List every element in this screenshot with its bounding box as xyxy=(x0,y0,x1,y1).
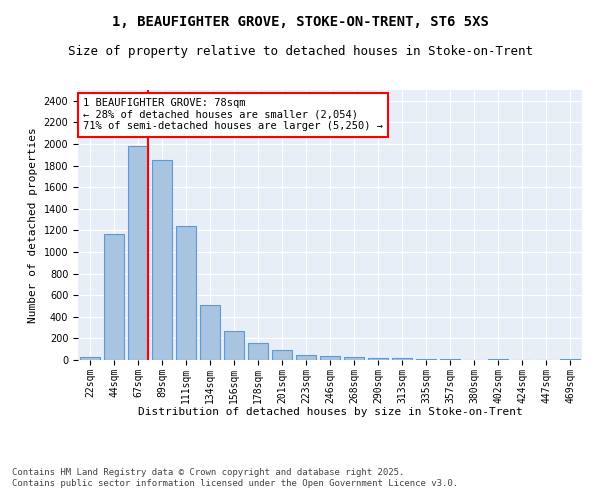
Bar xyxy=(320,356,340,360)
Bar xyxy=(344,357,364,360)
Text: Contains HM Land Registry data © Crown copyright and database right 2025.
Contai: Contains HM Land Registry data © Crown c… xyxy=(12,468,458,487)
Text: 1, BEAUFIGHTER GROVE, STOKE-ON-TRENT, ST6 5XS: 1, BEAUFIGHTER GROVE, STOKE-ON-TRENT, ST… xyxy=(112,15,488,29)
Bar xyxy=(272,350,292,360)
Bar xyxy=(80,357,100,360)
Bar xyxy=(560,359,580,360)
Bar xyxy=(416,359,436,360)
Bar xyxy=(152,160,172,360)
Bar xyxy=(296,354,316,360)
Bar xyxy=(176,226,196,360)
Text: Size of property relative to detached houses in Stoke-on-Trent: Size of property relative to detached ho… xyxy=(67,45,533,58)
Bar xyxy=(392,358,412,360)
Bar xyxy=(224,331,244,360)
Bar xyxy=(104,234,124,360)
Bar xyxy=(200,305,220,360)
Y-axis label: Number of detached properties: Number of detached properties xyxy=(28,127,38,323)
X-axis label: Distribution of detached houses by size in Stoke-on-Trent: Distribution of detached houses by size … xyxy=(137,407,523,417)
Text: 1 BEAUFIGHTER GROVE: 78sqm
← 28% of detached houses are smaller (2,054)
71% of s: 1 BEAUFIGHTER GROVE: 78sqm ← 28% of deta… xyxy=(83,98,383,132)
Bar xyxy=(128,146,148,360)
Bar xyxy=(368,358,388,360)
Bar xyxy=(248,344,268,360)
